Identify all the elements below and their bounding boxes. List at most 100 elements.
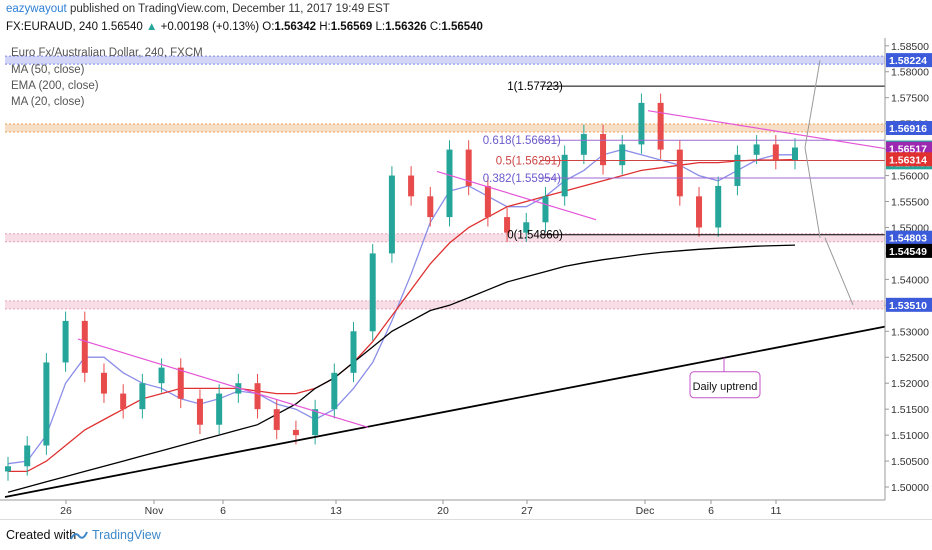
forecast-arrow <box>804 60 821 148</box>
candle-body <box>177 367 184 399</box>
candle-body <box>43 362 50 446</box>
annotation-box <box>689 371 761 399</box>
candle-body <box>5 466 11 472</box>
price-label-box <box>886 141 932 156</box>
candle-body <box>734 154 741 186</box>
candle-body <box>772 144 779 160</box>
tradingview-brand[interactable]: TradingView <box>92 528 161 542</box>
series-line <box>8 158 796 473</box>
candle-body <box>715 185 722 228</box>
x-tick-label: 6 <box>220 505 226 517</box>
y-tick-label: 1.50500 <box>891 456 929 468</box>
legend-ema200: EMA (200, close) <box>11 80 99 92</box>
price-label-box <box>886 121 932 136</box>
x-tick-label: 26 <box>60 505 72 517</box>
change-arrow-icon: ▲ <box>146 21 158 33</box>
fib-label: 0.382(1.55954) <box>483 173 561 185</box>
y-tick-label: 1.55500 <box>891 197 929 209</box>
fib-label: 0.5(1.56291) <box>496 155 561 167</box>
low-label: L: <box>375 21 386 33</box>
candle-body <box>331 372 338 410</box>
candle-body <box>158 367 165 384</box>
candle-body <box>465 149 472 186</box>
last-price: 1.56540 <box>101 21 143 33</box>
candle-body <box>446 149 453 218</box>
fib-label: 0.618(1.56681) <box>483 135 561 147</box>
candle-body <box>100 372 107 394</box>
candle-body <box>504 217 511 233</box>
price-label: 1.56916 <box>889 123 927 135</box>
y-tick-label: 1.54000 <box>891 274 929 286</box>
candle-body <box>561 154 568 197</box>
fib-label: 1(1.57723) <box>507 81 563 93</box>
candle-body <box>24 445 31 467</box>
candle-body <box>753 144 760 155</box>
candle-body <box>292 429 299 436</box>
publish-text: published on TradingView.com, December 1… <box>69 3 390 15</box>
candle-body <box>388 175 395 254</box>
candle-body <box>484 185 491 218</box>
x-tick-label: Dec <box>636 505 655 517</box>
candle-body <box>120 393 127 410</box>
x-tick-label: 20 <box>437 505 449 517</box>
candle-body <box>408 175 415 197</box>
x-tick-label: 27 <box>521 505 533 517</box>
trendline <box>77 338 369 428</box>
open-label: O: <box>262 21 275 33</box>
legend-ma50: MA (50, close) <box>11 64 85 76</box>
x-tick-label: 6 <box>708 505 714 517</box>
forecast-arrow <box>824 237 854 306</box>
close-label: C: <box>429 21 442 33</box>
price-label-box <box>886 230 932 245</box>
fib-label: 0(1.54860) <box>507 230 563 242</box>
price-label-box <box>886 297 932 312</box>
zone-band <box>5 300 885 309</box>
price-label: 1.56314 <box>889 154 927 166</box>
candle-body <box>619 144 626 166</box>
candle-body <box>542 196 549 223</box>
x-tick-label: 11 <box>771 505 782 517</box>
y-tick-label: 1.56000 <box>891 171 929 183</box>
price-label-box <box>886 152 932 167</box>
x-tick-label: 13 <box>330 505 342 517</box>
annotation-label: Daily uptrend <box>693 381 758 393</box>
low-value: 1.56326 <box>385 21 427 33</box>
zone-band <box>5 233 885 242</box>
price-chart[interactable]: 1(1.57723) 0.618(1.56681) 0.5(1.56291) 0.38… <box>0 0 932 519</box>
close-value: 1.56540 <box>441 21 483 33</box>
x-tick-label: Nov <box>145 505 164 517</box>
candle-body <box>350 331 357 373</box>
symbol-info: FX:EURAUD, 240 1.56540 ▲ +0.00198 (+0.13… <box>0 19 932 35</box>
candle-body <box>638 102 645 145</box>
symbol-label: FX:EURAUD, 240 <box>6 21 99 33</box>
y-tick-label: 1.51000 <box>891 430 929 442</box>
y-tick-label: 1.51500 <box>891 404 929 416</box>
forecast-arrow <box>804 147 821 238</box>
high-label: H: <box>319 21 331 33</box>
candle-body <box>81 320 88 373</box>
y-tick-label: 1.50000 <box>891 482 929 494</box>
legend-ma20: MA (20, close) <box>11 96 85 108</box>
author-link[interactable]: eazywayout <box>6 3 67 15</box>
candle-body <box>657 102 664 150</box>
uptrend-line <box>4 325 886 498</box>
footer: Created with TradingView <box>0 519 932 550</box>
y-tick-label: 1.57500 <box>891 93 929 105</box>
price-label-box <box>886 53 932 68</box>
y-tick-label: 1.52000 <box>891 378 929 390</box>
price-label: 1.54803 <box>889 233 927 245</box>
candle-body <box>696 196 703 228</box>
price-label: 1.53510 <box>889 300 927 312</box>
price-label: 1.54549 <box>889 246 927 258</box>
trendline <box>647 110 886 150</box>
candle-body <box>139 383 146 410</box>
candle-body <box>312 409 319 436</box>
zone-band <box>5 124 885 133</box>
trendline <box>436 170 597 221</box>
candle-body <box>792 147 798 160</box>
y-tick-label: 1.53000 <box>891 326 929 338</box>
zone-band <box>5 56 885 65</box>
publish-info: eazywayout published on TradingView.com,… <box>0 0 932 18</box>
y-tick-label: 1.58500 <box>891 41 929 53</box>
price-label-box <box>886 243 932 258</box>
